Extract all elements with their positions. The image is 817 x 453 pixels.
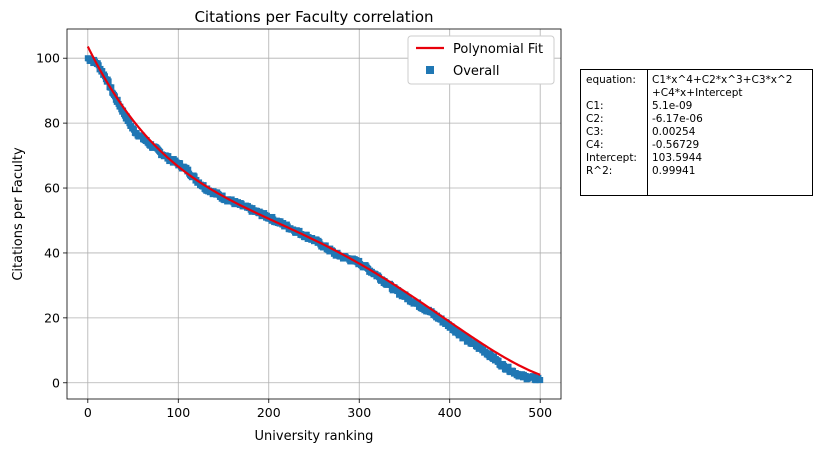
y-axis-label: Citations per Faculty — [11, 147, 26, 281]
stats-divider — [647, 70, 648, 195]
scatter-point — [177, 160, 184, 167]
stats-value: -6.17e-06 — [652, 113, 703, 125]
scatter-point — [296, 227, 303, 234]
stats-key: equation: — [586, 74, 636, 86]
scatter-point — [395, 287, 402, 294]
x-tick-label: 500 — [528, 405, 552, 420]
stats-value: 0.00254 — [652, 126, 696, 138]
scatter-point — [130, 126, 137, 133]
y-tick-label: 80 — [44, 116, 60, 131]
scatter-point — [125, 116, 132, 123]
stats-row: Intercept: 103.5944 — [581, 152, 812, 165]
stats-key: C4: — [586, 139, 604, 151]
axis-ticks: 0 100 200 300 400 500 0 20 40 60 80 100 — [36, 51, 552, 420]
scatter-point — [495, 357, 502, 364]
scatter-point — [191, 173, 198, 180]
x-axis-label: University ranking — [255, 429, 374, 444]
scatter-point — [165, 153, 172, 160]
scatter-series-overall — [84, 55, 544, 384]
stats-value: +C4*x+Intercept — [652, 87, 743, 99]
fit-series-polynomial — [86, 46, 541, 376]
plot-frame — [66, 28, 562, 400]
scatter-point — [406, 294, 412, 301]
stats-row: +C4*x+Intercept — [581, 87, 812, 100]
scatter-point — [537, 377, 544, 384]
legend-fit-label: Polynomial Fit — [453, 42, 543, 57]
stats-value: 0.99941 — [652, 165, 696, 177]
y-tick-label: 0 — [52, 375, 60, 390]
scatter-point — [466, 336, 473, 343]
fit-line — [86, 46, 541, 376]
scatter-point — [123, 113, 130, 120]
scatter-point — [280, 220, 287, 227]
stats-key: C1: — [586, 100, 604, 112]
legend-scatter-swatch — [426, 66, 434, 74]
stats-value: 103.5944 — [652, 152, 703, 164]
scatter-point — [139, 132, 146, 139]
x-tick-label: 200 — [257, 405, 281, 420]
stats-value: C1*x^4+C2*x^3+C3*x^2 — [652, 74, 793, 86]
y-tick-label: 20 — [44, 310, 60, 325]
stats-key: C3: — [586, 126, 604, 138]
stats-value: -0.56729 — [652, 139, 700, 151]
scatter-point — [356, 257, 363, 264]
stats-value: 5.1e-09 — [652, 100, 693, 112]
scatter-point — [105, 78, 112, 85]
x-tick-label: 0 — [84, 405, 92, 420]
stats-row: R^2: 0.99941 — [581, 165, 812, 178]
chart-title: Citations per Faculty correlation — [194, 8, 433, 26]
stats-row: C4: -0.56729 — [581, 139, 812, 152]
legend-scatter-label: Overall — [453, 64, 499, 79]
stats-row: C3: 0.00254 — [581, 126, 812, 139]
legend: Polynomial Fit Overall — [407, 35, 555, 85]
x-tick-label: 100 — [166, 405, 190, 420]
scatter-point — [448, 323, 455, 330]
scatter-point — [381, 277, 388, 284]
scatter-point — [120, 107, 127, 114]
scatter-point — [99, 68, 106, 75]
stats-key: R^2: — [586, 165, 613, 177]
stats-row: equation: C1*x^4+C2*x^3+C3*x^2 — [581, 74, 812, 87]
stats-row: C2: -6.17e-06 — [581, 113, 812, 126]
grid — [67, 29, 561, 399]
stats-row: C1: 5.1e-09 — [581, 100, 812, 113]
scatter-point — [185, 166, 192, 173]
scatter-point — [501, 362, 507, 369]
scatter-point — [505, 363, 512, 370]
x-tick-label: 400 — [438, 405, 462, 420]
scatter-point — [415, 299, 422, 306]
y-tick-label: 100 — [36, 51, 60, 66]
y-tick-label: 40 — [44, 245, 60, 260]
y-tick-label: 60 — [44, 181, 60, 196]
fit-stats-table: equation: C1*x^4+C2*x^3+C3*x^2 +C4*x+Inter… — [580, 69, 813, 196]
stats-key: Intercept: — [586, 152, 637, 164]
x-tick-label: 300 — [347, 405, 371, 420]
stats-key: C2: — [586, 113, 604, 125]
legend-box — [407, 35, 555, 85]
